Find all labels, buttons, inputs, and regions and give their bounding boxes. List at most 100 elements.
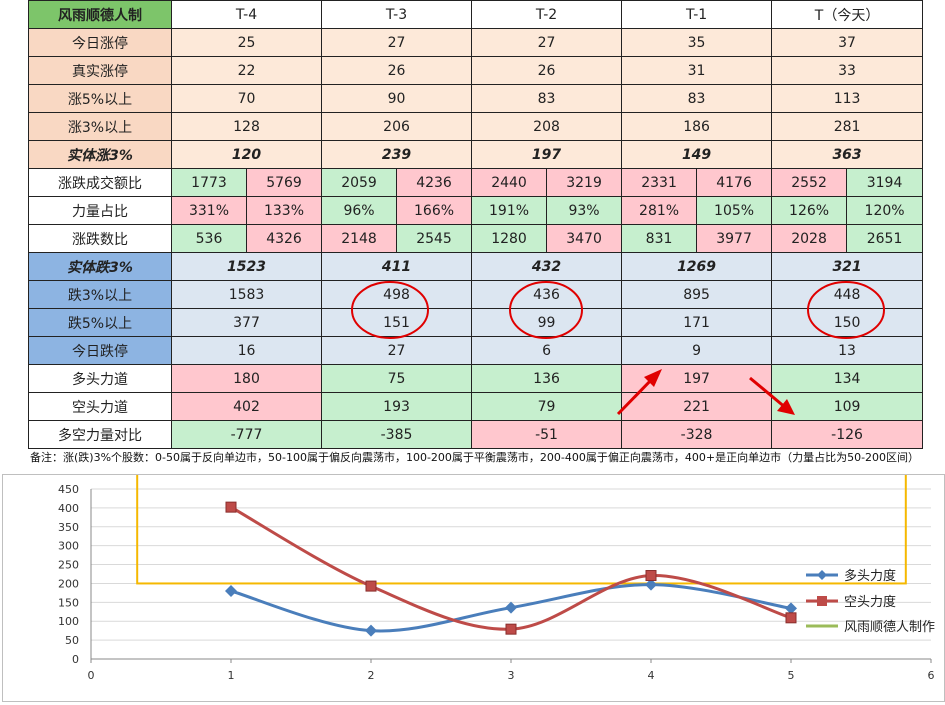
value-cell: 83 — [471, 84, 623, 113]
column-header: T-4 — [170, 0, 323, 29]
value-cell: 136 — [471, 364, 623, 393]
value-cell: 180 — [170, 364, 323, 393]
column-header: T-2 — [471, 0, 623, 29]
value-cell: 2028 — [771, 224, 848, 253]
data-point — [645, 570, 657, 582]
value-cell: 128 — [170, 112, 323, 141]
value-cell: 120% — [846, 196, 924, 225]
y-tick-label: 300 — [58, 540, 79, 553]
section-label: 实体涨3% — [28, 140, 172, 169]
legend-marker — [817, 596, 827, 606]
value-cell: 1280 — [471, 224, 548, 253]
y-tick-label: 0 — [72, 653, 79, 666]
data-point — [645, 578, 657, 591]
value-cell: -328 — [621, 420, 773, 449]
table-row: 今日跌停 16 27 6 9 13 — [28, 336, 924, 365]
value-cell: 27 — [321, 336, 473, 365]
value-cell: 2545 — [396, 224, 473, 253]
value-cell: 1269 — [621, 252, 773, 281]
x-tick-label: 5 — [788, 669, 795, 682]
value-cell: -51 — [471, 420, 623, 449]
value-cell: 2331 — [621, 168, 698, 197]
value-cell: 120 — [170, 140, 323, 169]
value-cell: 208 — [471, 112, 623, 141]
value-cell: 498 — [321, 280, 473, 309]
table-row: 今日涨停 25 27 27 35 37 — [28, 28, 924, 57]
legend-label: 风雨顺德人制作 — [844, 620, 935, 635]
value-cell: 1583 — [170, 280, 323, 309]
data-point — [785, 612, 797, 624]
value-cell: 79 — [471, 392, 623, 421]
value-cell: 31 — [621, 56, 773, 85]
data-point — [505, 601, 517, 614]
value-cell: 239 — [321, 140, 473, 169]
y-tick-label: 400 — [58, 502, 79, 515]
row-label: 今日跌停 — [28, 336, 172, 365]
value-cell: 206 — [321, 112, 473, 141]
value-cell: 13 — [771, 336, 924, 365]
value-cell: 2059 — [321, 168, 398, 197]
table-row: 风雨顺德人制 T-4 T-3 T-2 T-1 T（今天） — [28, 0, 924, 29]
value-cell: 113 — [771, 84, 924, 113]
row-label: 多头力道 — [28, 364, 172, 393]
value-cell: 197 — [471, 140, 623, 169]
column-header: T-1 — [621, 0, 773, 29]
value-cell: 109 — [771, 392, 924, 421]
value-cell: 149 — [621, 140, 773, 169]
value-cell: 4326 — [245, 224, 323, 253]
value-cell: 321 — [771, 252, 924, 281]
table-row: 多头力道 180 75 136 197 134 — [28, 364, 924, 393]
y-tick-label: 50 — [65, 634, 79, 647]
value-cell: 2148 — [321, 224, 398, 253]
value-cell: 6 — [471, 336, 623, 365]
value-cell: 151 — [321, 308, 473, 337]
chart-area: 0 50 100 150 200 250 300 350 400 450 0 1 2 3 4 5 6 多头力度 空头… — [2, 472, 945, 702]
value-cell: 133% — [245, 196, 323, 225]
value-cell: 432 — [471, 252, 623, 281]
table-row: 实体跌3% 1523 411 432 1269 321 — [28, 252, 924, 281]
legend-label: 多头力度 — [844, 568, 896, 584]
column-header: T（今天） — [771, 0, 924, 29]
value-cell: 4236 — [396, 168, 473, 197]
x-tick-label: 2 — [368, 669, 375, 682]
value-cell: 377 — [170, 308, 323, 337]
table-row: 涨5%以上 70 90 83 83 113 — [28, 84, 924, 113]
value-cell: 90 — [321, 84, 473, 113]
data-table: 风雨顺德人制 T-4 T-3 T-2 T-1 T（今天） 今日涨停 25 27 27 35 37 真实涨… — [28, 0, 924, 449]
y-tick-label: 200 — [58, 577, 79, 590]
value-cell: 402 — [170, 392, 323, 421]
table-row: 力量占比 331% 133% 96% 166% 191% 93% 281% 105% 126% 12… — [28, 196, 924, 225]
table-row: 多空力量对比 -777 -385 -51 -328 -126 — [28, 420, 924, 449]
value-cell: 37 — [771, 28, 924, 57]
column-header: T-3 — [321, 0, 473, 29]
row-label: 涨跌成交额比 — [28, 168, 172, 197]
table-row: 涨3%以上 128 206 208 186 281 — [28, 112, 924, 141]
value-cell: 448 — [771, 280, 924, 309]
value-cell: 3194 — [846, 168, 924, 197]
value-cell: 281% — [621, 196, 698, 225]
value-cell: 96% — [321, 196, 398, 225]
value-cell: 33 — [771, 56, 924, 85]
value-cell: 83 — [621, 84, 773, 113]
note-text: 备注：涨(跌)3%个股数：0-50属于反向单边市，50-100属于偏反向震荡市，… — [30, 451, 920, 464]
x-tick-label: 1 — [228, 669, 235, 682]
table-row: 空头力道 402 193 79 221 109 — [28, 392, 924, 421]
y-tick-label: 250 — [58, 559, 79, 572]
value-cell: 134 — [771, 364, 924, 393]
value-cell: 166% — [396, 196, 473, 225]
value-cell: 895 — [621, 280, 773, 309]
value-cell: 75 — [321, 364, 473, 393]
value-cell: 2651 — [846, 224, 924, 253]
value-cell: 436 — [471, 280, 623, 309]
value-cell: 363 — [771, 140, 924, 169]
row-label: 跌3%以上 — [28, 280, 172, 309]
y-tick-label: 450 — [58, 483, 79, 496]
y-tick-label: 100 — [58, 615, 79, 628]
value-cell: 331% — [171, 196, 247, 225]
x-tick-label: 6 — [928, 669, 935, 682]
legend-marker — [817, 570, 827, 580]
row-label: 空头力道 — [28, 392, 172, 421]
value-cell: 536 — [171, 224, 247, 253]
value-cell: -126 — [771, 420, 924, 449]
value-cell: 5769 — [245, 168, 323, 197]
